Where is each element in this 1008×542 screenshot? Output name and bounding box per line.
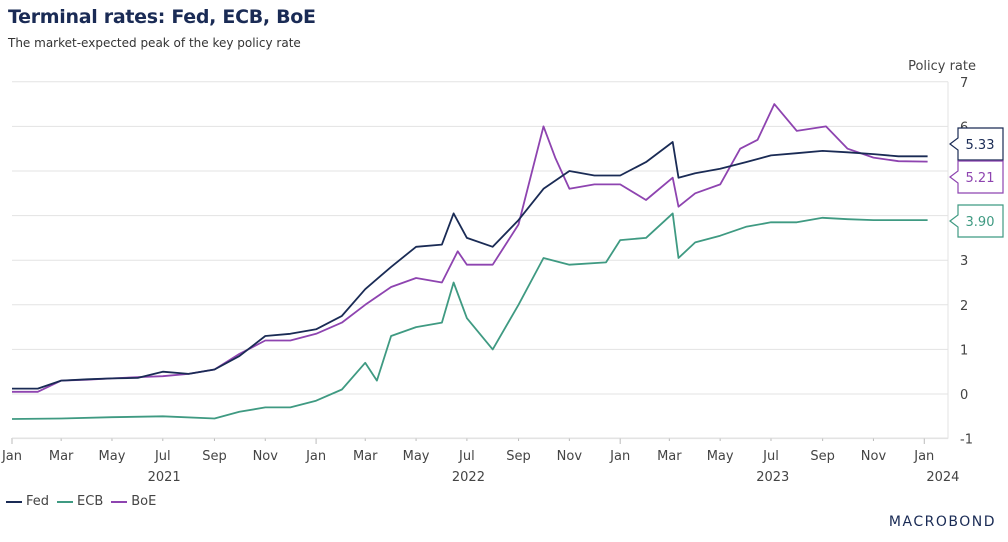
x-tick-label: Sep [202, 449, 227, 464]
y-tick-label: 2 [960, 299, 968, 314]
year-label: 2022 [452, 470, 485, 485]
x-tick-label: Jul [458, 449, 475, 464]
x-tick-label: Sep [810, 449, 835, 464]
legend-item-boe: BoE [111, 494, 156, 509]
x-tick-label: Jan [913, 449, 934, 464]
legend-label: ECB [77, 494, 104, 509]
legend-swatch [57, 500, 74, 503]
value-callout-box [949, 160, 1004, 194]
legend-label: Fed [26, 494, 50, 509]
x-tick-label: Mar [353, 449, 378, 464]
value-callout-text: 5.33 [966, 138, 995, 153]
legend: Fed ECB BoE [6, 494, 156, 509]
last-value-label-fed: 5.33 [949, 127, 1004, 161]
y-axis-label: Policy rate [908, 59, 976, 74]
legend-item-ecb: ECB [57, 494, 103, 509]
value-callout-box [949, 204, 1004, 238]
last-value-label-boe: 5.21 [949, 160, 1004, 194]
macrobond-logo: MACROBOND [888, 514, 996, 530]
x-tick-label: Nov [861, 449, 887, 464]
y-tick-label: 7 [960, 76, 968, 91]
y-tick-label: -1 [960, 433, 973, 448]
x-tick-label: May [707, 449, 734, 464]
chart-subtitle: The market-expected peak of the key poli… [8, 36, 301, 50]
series-line-boe [12, 103, 928, 393]
x-tick-label: Jul [762, 449, 779, 464]
y-tick-label: 1 [960, 343, 968, 358]
value-callout-text: 3.90 [966, 215, 995, 230]
year-label: 2023 [756, 470, 789, 485]
year-label: 2021 [148, 470, 181, 485]
series-line-ecb [11, 212, 928, 420]
legend-swatch [111, 500, 128, 503]
year-label: 2024 [926, 470, 959, 485]
x-tick-label: Nov [557, 449, 583, 464]
x-tick-label: Sep [506, 449, 531, 464]
y-tick-label: 0 [960, 388, 968, 403]
x-tick-label: Jan [305, 449, 326, 464]
last-value-label-ecb: 3.90 [949, 204, 1004, 238]
x-tick-label: Jan [1, 449, 22, 464]
y-tick-label: 3 [960, 254, 968, 269]
chart-title: Terminal rates: Fed, ECB, BoE [8, 6, 316, 28]
x-tick-label: Jan [609, 449, 630, 464]
value-callout-box [949, 127, 1004, 161]
series-line-fed [12, 141, 928, 390]
legend-label: BoE [131, 494, 157, 509]
x-tick-label: Jul [154, 449, 171, 464]
legend-swatch [6, 500, 22, 503]
legend-item-fed: Fed [6, 494, 49, 509]
x-tick-label: Mar [49, 449, 74, 464]
value-callout-text: 5.21 [966, 171, 995, 186]
x-tick-label: Mar [657, 449, 682, 464]
x-tick-label: May [403, 449, 430, 464]
x-tick-label: May [99, 449, 126, 464]
x-tick-label: Nov [253, 449, 279, 464]
